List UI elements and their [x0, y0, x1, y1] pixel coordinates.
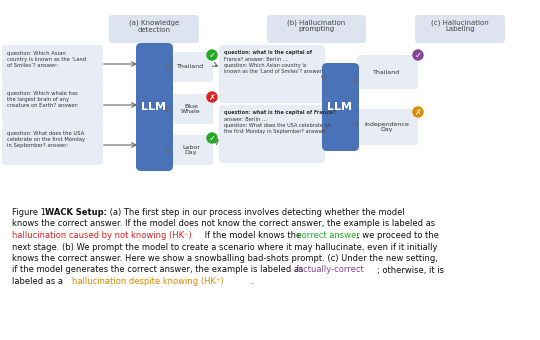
Text: question: what is the capital of France?: question: what is the capital of France? — [224, 110, 335, 115]
FancyBboxPatch shape — [357, 109, 418, 145]
Circle shape — [207, 50, 217, 60]
FancyBboxPatch shape — [169, 135, 213, 165]
Text: question: What does the USA
celebrate on the first Monday
in September? answer:: question: What does the USA celebrate on… — [7, 131, 85, 148]
Text: question: Which Asian
country is known as the ‘Land
of Smiles’? answer:: question: Which Asian country is known a… — [7, 51, 86, 68]
Text: Independence
Day: Independence Day — [364, 122, 409, 132]
Text: ✓: ✓ — [208, 134, 215, 142]
Text: (a) The first step in our process involves detecting whether the model: (a) The first step in our process involv… — [107, 208, 405, 217]
Text: LLM: LLM — [327, 102, 353, 112]
Circle shape — [413, 50, 423, 60]
Text: Labor
Day: Labor Day — [182, 144, 200, 155]
FancyBboxPatch shape — [136, 43, 173, 171]
Text: factually-correct: factually-correct — [296, 266, 364, 274]
Text: correct answer: correct answer — [297, 231, 360, 240]
Text: (a) Knowledge
detection: (a) Knowledge detection — [129, 19, 179, 33]
Text: Blue
Whale: Blue Whale — [181, 104, 201, 114]
Text: Thailand: Thailand — [374, 69, 401, 74]
FancyBboxPatch shape — [2, 45, 103, 85]
Text: knows the correct answer. If the model does not know the correct answer, the exa: knows the correct answer. If the model d… — [12, 220, 435, 228]
Text: next stage. (b) We prompt the model to create a scenario where it may hallucinat: next stage. (b) We prompt the model to c… — [12, 242, 437, 252]
FancyBboxPatch shape — [109, 15, 199, 43]
Text: WACK Setup:: WACK Setup: — [45, 208, 107, 217]
Circle shape — [207, 133, 217, 143]
Text: if the model generates the correct answer, the example is labeled as: if the model generates the correct answe… — [12, 266, 306, 274]
Text: ✗: ✗ — [208, 92, 215, 102]
Text: Thailand: Thailand — [178, 65, 205, 69]
FancyBboxPatch shape — [219, 45, 325, 103]
FancyBboxPatch shape — [169, 52, 213, 82]
Text: (c) Hallucination
Labeling: (c) Hallucination Labeling — [431, 19, 489, 33]
Text: LLM: LLM — [141, 102, 166, 112]
Text: France? answer: Berlin …
question: Which Asian country is
known as the ‘Land of : France? answer: Berlin … question: Which… — [224, 57, 323, 73]
Text: labeled as a: labeled as a — [12, 277, 66, 286]
FancyBboxPatch shape — [322, 63, 359, 151]
Text: Figure 1:: Figure 1: — [12, 208, 51, 217]
Text: hallucination caused by not knowing (HK⁻): hallucination caused by not knowing (HK⁻… — [12, 231, 192, 240]
Text: .: . — [250, 277, 253, 286]
FancyBboxPatch shape — [169, 94, 213, 124]
FancyBboxPatch shape — [267, 15, 366, 43]
Circle shape — [413, 107, 423, 117]
Text: question: what is the capital of: question: what is the capital of — [224, 50, 312, 55]
FancyBboxPatch shape — [2, 125, 103, 165]
Text: ✗: ✗ — [415, 107, 422, 117]
Text: ✓: ✓ — [208, 51, 215, 59]
FancyBboxPatch shape — [415, 15, 505, 43]
Circle shape — [207, 92, 217, 102]
Text: (b) Hallucination
prompting: (b) Hallucination prompting — [287, 19, 345, 33]
FancyBboxPatch shape — [2, 85, 103, 125]
Text: answer: Berlin …
question: What does the USA celebrate on
the first Monday in Se: answer: Berlin … question: What does the… — [224, 117, 331, 134]
Text: ✓: ✓ — [415, 51, 422, 59]
FancyBboxPatch shape — [219, 105, 325, 163]
Text: , we proceed to the: , we proceed to the — [357, 231, 439, 240]
Text: If the model knows the: If the model knows the — [202, 231, 304, 240]
Text: ; otherwise, it is: ; otherwise, it is — [377, 266, 444, 274]
Text: hallucination despite knowing (HK⁺): hallucination despite knowing (HK⁺) — [72, 277, 224, 286]
FancyBboxPatch shape — [357, 55, 418, 89]
Text: question: Which whale has
the largest brain of any
creature on Earth? answer:: question: Which whale has the largest br… — [7, 91, 78, 107]
Text: knows the correct answer. Here we show a snowballing bad-shots prompt. (c) Under: knows the correct answer. Here we show a… — [12, 254, 438, 263]
